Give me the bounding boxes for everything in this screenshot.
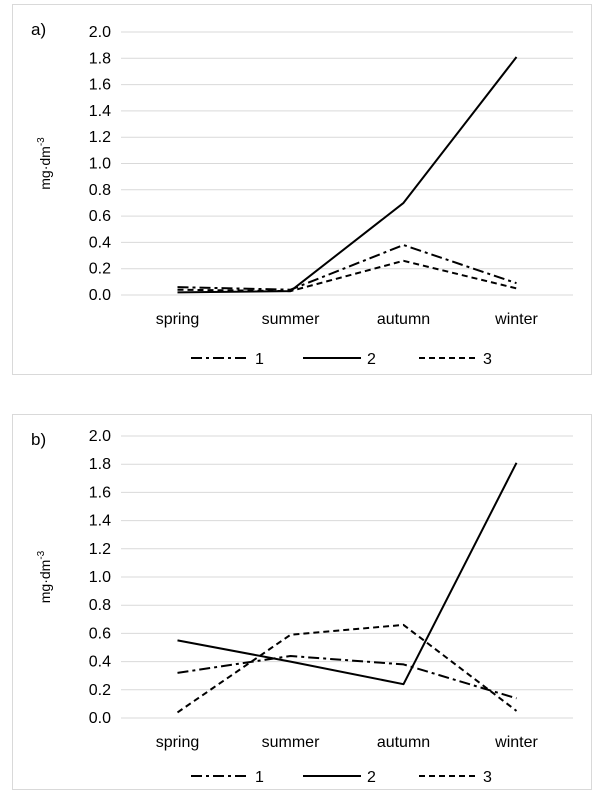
y-tick-label: 0.4	[89, 654, 111, 671]
legend-label: 3	[483, 769, 492, 786]
y-tick-label: 1.8	[89, 50, 111, 67]
y-tick-label: 1.2	[89, 541, 111, 558]
y-tick-label: 0.4	[89, 234, 111, 251]
chart-panel-a: 0.0 0.2 0.4 0.6 0.8 1.0 1.2 1.4 1.6 1.8 2.0 a) mg·dm…	[12, 4, 592, 375]
y-tick-label: 2.0	[89, 428, 111, 445]
line-chart-a: 0.0 0.2 0.4 0.6 0.8 1.0 1.2 1.4 1.6 1.8 2.0 a) mg·dm…	[31, 20, 573, 368]
y-axis-title: mg·dm-3	[36, 550, 53, 603]
y-tick-label: 1.8	[89, 456, 111, 473]
legend-label: 2	[367, 351, 376, 368]
y-tick-label: 1.6	[89, 77, 111, 94]
x-tick-label: summer	[262, 734, 320, 751]
legend-label: 3	[483, 351, 492, 368]
y-tick-label: 0.2	[89, 261, 111, 278]
panel-label: b)	[31, 430, 46, 449]
y-tick-label: 1.0	[89, 569, 111, 586]
legend-label: 2	[367, 769, 376, 786]
y-axis-title-text: mg·dm	[37, 146, 53, 190]
y-tick-label: 0.8	[89, 597, 111, 614]
y-tick-label: 0.0	[89, 710, 111, 727]
x-tick-label: spring	[156, 311, 200, 328]
legend-label: 1	[255, 769, 264, 786]
y-axis-title-text: mg·dm	[37, 560, 53, 604]
y-axis-title-superscript: -3	[36, 550, 47, 559]
series-line-2	[177, 462, 518, 686]
y-tick-label: 0.6	[89, 625, 111, 642]
y-tick-label: 0.0	[89, 287, 111, 304]
y-axis-title: mg·dm-3	[36, 137, 53, 190]
x-tick-label: spring	[156, 734, 200, 751]
x-tick-label: autumn	[377, 311, 430, 328]
y-tick-label: 0.8	[89, 182, 111, 199]
x-tick-label: winter	[494, 734, 538, 751]
y-tick-label: 1.6	[89, 484, 111, 501]
chart-panel-b: 0.0 0.2 0.4 0.6 0.8 1.0 1.2 1.4 1.6 1.8 2.0 b) mg·dm…	[12, 414, 592, 790]
y-tick-label: 2.0	[89, 24, 111, 41]
x-tick-label: autumn	[377, 734, 430, 751]
line-chart-b: 0.0 0.2 0.4 0.6 0.8 1.0 1.2 1.4 1.6 1.8 2.0 b) mg·dm…	[31, 428, 573, 786]
series-line-1	[177, 655, 517, 700]
y-tick-label: 1.2	[89, 129, 111, 146]
y-tick-label: 1.4	[89, 103, 111, 120]
y-tick-label: 0.2	[89, 682, 111, 699]
y-tick-label: 1.4	[89, 513, 111, 530]
y-tick-label: 1.0	[89, 156, 111, 173]
y-axis-title-superscript: -3	[36, 137, 47, 146]
x-tick-label: summer	[262, 311, 320, 328]
series-line-1	[177, 244, 517, 291]
x-tick-label: winter	[494, 311, 538, 328]
series-line-2	[177, 56, 518, 294]
panel-label: a)	[31, 20, 46, 39]
series-line-3	[176, 623, 518, 714]
series-line-3	[177, 259, 517, 293]
y-tick-label: 0.6	[89, 208, 111, 225]
legend-label: 1	[255, 351, 264, 368]
